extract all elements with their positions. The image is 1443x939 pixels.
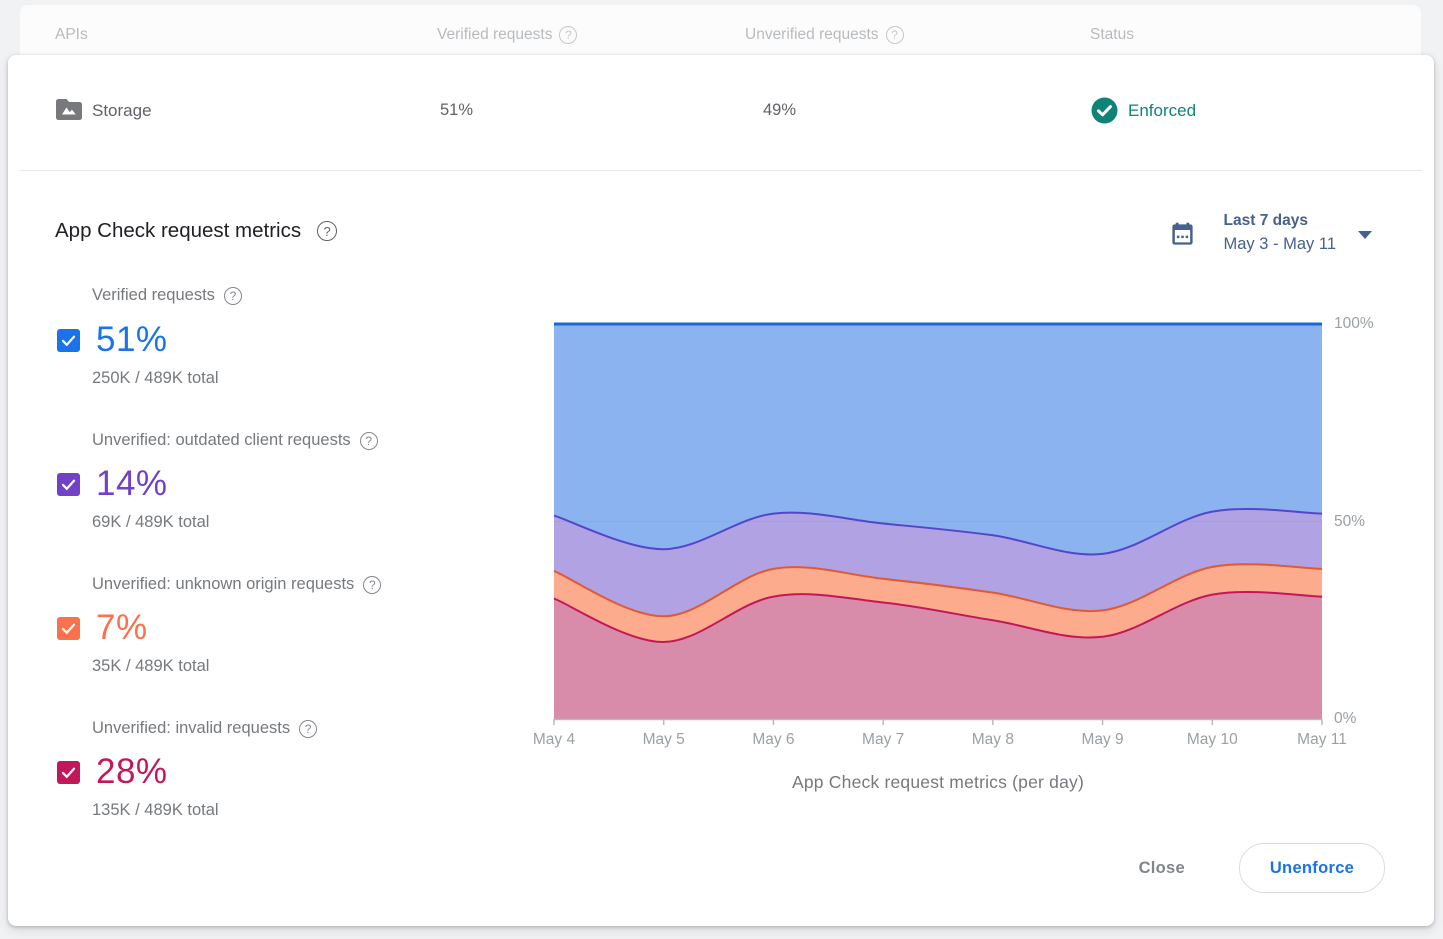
- help-icon[interactable]: ?: [359, 431, 378, 450]
- api-verified-value: 51%: [440, 101, 474, 119]
- api-table-header: APIs Verified requests ? Unverified requ…: [20, 5, 1421, 57]
- chart-caption: App Check request metrics (per day): [792, 772, 1084, 792]
- stacked-area-chart: App Check request metrics (per day) May …: [533, 315, 1374, 792]
- metric-checkbox[interactable]: [57, 617, 80, 640]
- api-row-storage[interactable]: Storage 51% 49% Enforced: [8, 55, 1434, 170]
- y-axis-label: 100%: [1334, 315, 1374, 332]
- date-range-dates: May 3 - May 11: [1223, 235, 1336, 253]
- metric-percent: 14%: [96, 464, 168, 503]
- calendar-icon: [1171, 222, 1193, 245]
- y-axis-label: 50%: [1334, 512, 1366, 530]
- x-axis-label: May 9: [1081, 731, 1124, 748]
- divider: [20, 170, 1422, 171]
- api-unverified-value: 49%: [763, 101, 797, 119]
- metric-label: Verified requests: [92, 286, 215, 304]
- metric-detail: 35K / 489K total: [92, 657, 210, 675]
- status-label: Enforced: [1128, 100, 1197, 120]
- header-apis: APIs: [55, 26, 88, 43]
- metric-percent: 51%: [96, 320, 168, 359]
- header-verified-requests: Verified requests ?: [437, 26, 578, 44]
- header-unverified-requests: Unverified requests ?: [745, 26, 904, 44]
- x-axis-label: May 6: [752, 731, 795, 748]
- x-axis-label: May 11: [1297, 731, 1347, 748]
- metric-detail: 250K / 489K total: [92, 369, 219, 387]
- metric-detail: 69K / 489K total: [92, 513, 210, 531]
- y-axis-label: 0%: [1334, 710, 1357, 727]
- app-check-detail-panel: Storage 51% 49% Enforced App Check reque…: [8, 55, 1434, 926]
- metric-percent: 7%: [96, 608, 148, 647]
- metric-detail: 135K / 489K total: [92, 801, 219, 819]
- date-range-picker[interactable]: Last 7 days May 3 - May 11: [1169, 210, 1372, 257]
- metric-percent: 28%: [96, 752, 168, 791]
- api-name: Storage: [92, 101, 152, 120]
- chevron-down-icon: [1358, 231, 1372, 239]
- x-axis-label: May 10: [1186, 731, 1238, 748]
- help-icon[interactable]: ?: [223, 286, 242, 305]
- unenforce-button[interactable]: Unenforce: [1239, 843, 1385, 893]
- close-button[interactable]: Close: [1125, 849, 1199, 888]
- metric-checkbox[interactable]: [57, 473, 80, 496]
- section-title: App Check request metrics: [55, 219, 302, 242]
- help-icon[interactable]: ?: [299, 719, 318, 738]
- header-status: Status: [1090, 26, 1134, 43]
- metric-label: Unverified: invalid requests: [92, 719, 291, 737]
- x-axis-label: May 7: [862, 731, 905, 748]
- help-icon[interactable]: ?: [363, 575, 382, 594]
- check-circle-icon: [1091, 97, 1118, 124]
- help-icon: ?: [559, 26, 578, 44]
- x-axis-label: May 5: [642, 731, 685, 748]
- date-range-label: Last 7 days: [1223, 212, 1308, 229]
- metric-label: Unverified: unknown origin requests: [92, 575, 355, 593]
- storage-folder-icon: [56, 99, 82, 120]
- status-badge: Enforced: [1091, 97, 1196, 124]
- metric-label: Unverified: outdated client requests: [92, 431, 351, 449]
- metric-checkbox[interactable]: [57, 329, 80, 352]
- x-axis-label: May 8: [971, 731, 1014, 748]
- help-icon[interactable]: ?: [317, 221, 338, 241]
- x-axis-label: May 4: [532, 731, 576, 748]
- metric-checkbox[interactable]: [57, 761, 80, 784]
- help-icon: ?: [885, 26, 904, 44]
